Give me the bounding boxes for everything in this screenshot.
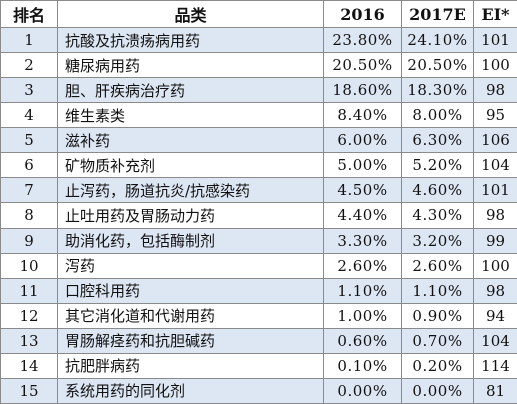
- category-cell: 止泻药，肠道抗炎/抗感染药: [57, 177, 324, 204]
- value-2016-cell: 20.50%: [323, 52, 402, 79]
- rank-cell: 5: [0, 127, 58, 154]
- category-cell: 助消化药，包括酶制剂: [57, 227, 324, 254]
- table-header-row: 排名 品类 2016 2017E EI*: [0, 0, 517, 28]
- rank-cell: 11: [0, 277, 58, 304]
- value-2017e-cell: 24.10%: [401, 26, 474, 54]
- value-2016-cell: 23.80%: [323, 26, 402, 54]
- category-cell: 系统用药的同化剂: [57, 377, 324, 404]
- ei-cell: 100: [473, 52, 517, 79]
- rank-cell: 6: [0, 152, 58, 179]
- value-2017e-cell: 0.20%: [401, 352, 474, 379]
- ei-cell: 104: [473, 327, 517, 354]
- value-2016-cell: 0.10%: [323, 352, 402, 379]
- table-row: 10 泻药 2.60% 2.60% 100: [0, 252, 517, 279]
- category-cell: 口腔科用药: [57, 277, 324, 304]
- value-2016-cell: 0.60%: [323, 327, 402, 354]
- rank-cell: 12: [0, 302, 58, 329]
- rank-cell: 8: [0, 202, 58, 229]
- category-cell: 胃肠解痉药和抗胆碱药: [57, 327, 324, 354]
- table-row: 5 滋补药 6.00% 6.30% 106: [0, 127, 517, 154]
- table-row: 14 抗肥胖病药 0.10% 0.20% 114: [0, 352, 517, 379]
- ei-cell: 101: [473, 177, 517, 204]
- rank-cell: 9: [0, 227, 58, 254]
- rank-cell: 1: [0, 26, 58, 54]
- ei-cell: 98: [473, 202, 517, 229]
- value-2017e-cell: 0.70%: [401, 327, 474, 354]
- table-row: 15 系统用药的同化剂 0.00% 0.00% 81: [0, 377, 517, 404]
- header-2016: 2016: [323, 0, 402, 28]
- value-2017e-cell: 18.30%: [401, 77, 474, 104]
- rank-cell: 15: [0, 377, 58, 404]
- value-2017e-cell: 4.60%: [401, 177, 474, 204]
- table-row: 8 止吐用药及胃肠动力药 4.40% 4.30% 98: [0, 202, 517, 229]
- header-category: 品类: [57, 0, 324, 28]
- value-2017e-cell: 2.60%: [401, 252, 474, 279]
- value-2017e-cell: 0.00%: [401, 377, 474, 404]
- table-row: 6 矿物质补充剂 5.00% 5.20% 104: [0, 152, 517, 179]
- category-cell: 糖尿病用药: [57, 52, 324, 79]
- category-cell: 滋补药: [57, 127, 324, 154]
- rank-cell: 14: [0, 352, 58, 379]
- rank-cell: 4: [0, 102, 58, 129]
- rank-cell: 13: [0, 327, 58, 354]
- value-2017e-cell: 1.10%: [401, 277, 474, 304]
- value-2017e-cell: 3.20%: [401, 227, 474, 254]
- value-2016-cell: 1.00%: [323, 302, 402, 329]
- table-row: 13 胃肠解痉药和抗胆碱药 0.60% 0.70% 104: [0, 327, 517, 354]
- value-2016-cell: 4.40%: [323, 202, 402, 229]
- category-cell: 抗肥胖病药: [57, 352, 324, 379]
- table-row: 4 维生素类 8.40% 8.00% 95: [0, 102, 517, 129]
- header-2017e: 2017E: [401, 0, 474, 28]
- table-row: 2 糖尿病用药 20.50% 20.50% 100: [0, 52, 517, 79]
- rank-cell: 7: [0, 177, 58, 204]
- ei-cell: 101: [473, 26, 517, 54]
- ei-cell: 98: [473, 277, 517, 304]
- value-2017e-cell: 6.30%: [401, 127, 474, 154]
- header-ei: EI*: [473, 0, 517, 28]
- table-row: 11 口腔科用药 1.10% 1.10% 98: [0, 277, 517, 304]
- table-row: 12 其它消化道和代谢用药 1.00% 0.90% 94: [0, 302, 517, 329]
- value-2017e-cell: 0.90%: [401, 302, 474, 329]
- value-2016-cell: 4.50%: [323, 177, 402, 204]
- value-2016-cell: 2.60%: [323, 252, 402, 279]
- value-2016-cell: 18.60%: [323, 77, 402, 104]
- category-cell: 泻药: [57, 252, 324, 279]
- category-cell: 胆、肝疾病治疗药: [57, 77, 324, 104]
- value-2017e-cell: 8.00%: [401, 102, 474, 129]
- value-2016-cell: 0.00%: [323, 377, 402, 404]
- value-2016-cell: 1.10%: [323, 277, 402, 304]
- table-row: 1 抗酸及抗溃疡病用药 23.80% 24.10% 101: [0, 26, 517, 54]
- value-2016-cell: 3.30%: [323, 227, 402, 254]
- value-2016-cell: 6.00%: [323, 127, 402, 154]
- category-cell: 矿物质补充剂: [57, 152, 324, 179]
- ei-cell: 99: [473, 227, 517, 254]
- value-2016-cell: 8.40%: [323, 102, 402, 129]
- rank-cell: 2: [0, 52, 58, 79]
- table-row: 7 止泻药，肠道抗炎/抗感染药 4.50% 4.60% 101: [0, 177, 517, 204]
- category-cell: 其它消化道和代谢用药: [57, 302, 324, 329]
- table-row: 9 助消化药，包括酶制剂 3.30% 3.20% 99: [0, 227, 517, 254]
- ei-cell: 94: [473, 302, 517, 329]
- ei-cell: 100: [473, 252, 517, 279]
- ei-cell: 81: [473, 377, 517, 404]
- value-2017e-cell: 20.50%: [401, 52, 474, 79]
- category-cell: 维生素类: [57, 102, 324, 129]
- rank-cell: 10: [0, 252, 58, 279]
- category-cell: 止吐用药及胃肠动力药: [57, 202, 324, 229]
- value-2016-cell: 5.00%: [323, 152, 402, 179]
- ei-cell: 98: [473, 77, 517, 104]
- table-row: 3 胆、肝疾病治疗药 18.60% 18.30% 98: [0, 77, 517, 104]
- rank-cell: 3: [0, 77, 58, 104]
- header-rank: 排名: [0, 0, 58, 28]
- value-2017e-cell: 5.20%: [401, 152, 474, 179]
- ei-cell: 114: [473, 352, 517, 379]
- ei-cell: 106: [473, 127, 517, 154]
- category-cell: 抗酸及抗溃疡病用药: [57, 26, 324, 54]
- value-2017e-cell: 4.30%: [401, 202, 474, 229]
- ei-cell: 95: [473, 102, 517, 129]
- ei-cell: 104: [473, 152, 517, 179]
